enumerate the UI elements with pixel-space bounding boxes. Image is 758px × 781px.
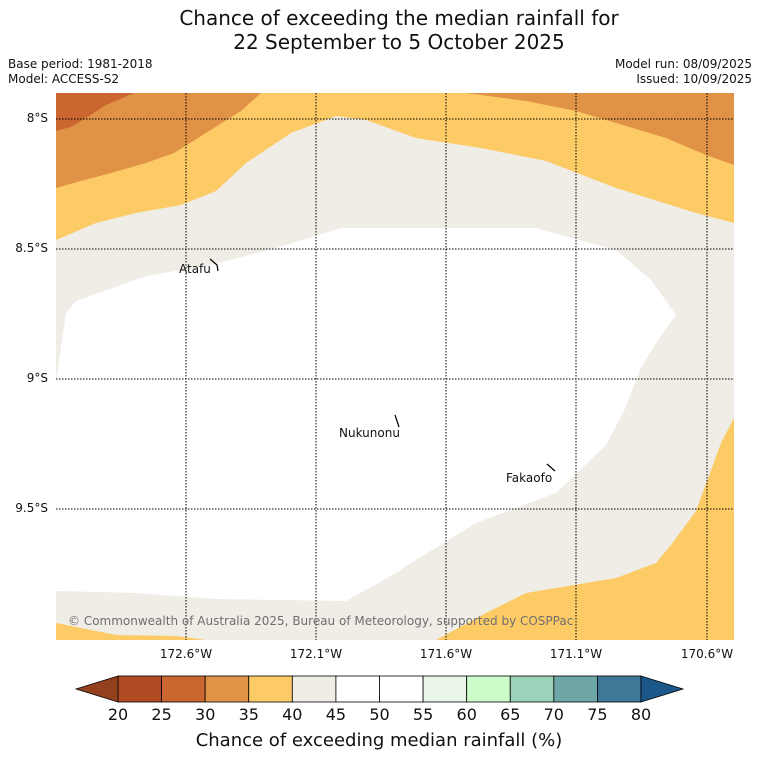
model-run: Model run: 08/09/2025 <box>614 57 752 71</box>
place-label-fakaofo: Fakaofo <box>506 471 553 485</box>
copyright-notice: © Commonwealth of Australia 2025, Bureau… <box>68 614 574 628</box>
lat-label-8s: 8°S <box>26 111 48 125</box>
probability-map <box>56 93 734 640</box>
atafu-coastline <box>209 258 219 272</box>
lon-label-172-6w: 172.6°W <box>159 647 213 661</box>
colorbar-tick-label: 75 <box>587 705 608 724</box>
lat-label-9-5s: 9.5°S <box>15 501 48 515</box>
colorbar-tick-label: 35 <box>238 705 259 724</box>
colorbar-tick-label: 30 <box>195 705 216 724</box>
zone-30-35-north-east <box>466 93 734 165</box>
place-label-atafu: Atafu <box>179 262 211 276</box>
lon-label-171-6w: 171.6°W <box>419 647 473 661</box>
colorbar-over-arrow <box>640 675 685 703</box>
colorbar-tick-label: 45 <box>325 705 347 724</box>
base-period: Base period: 1981-2018 <box>8 57 153 71</box>
lon-label-171-1w: 171.1°W <box>549 647 603 661</box>
map-title: Chance of exceeding the median rainfall … <box>0 6 758 54</box>
colorbar-tick-labels: 20 25 30 35 40 45 50 55 60 65 70 75 80 <box>0 705 758 725</box>
colorbar <box>74 675 685 703</box>
colorbar-cell <box>509 675 555 703</box>
colorbar-tick-label: 65 <box>500 705 521 724</box>
colorbar-tick-label: 70 <box>543 705 564 724</box>
colorbar-under-arrow <box>74 675 119 703</box>
colorbar-title: Chance of exceeding median rainfall (%) <box>195 730 563 751</box>
colorbar-cells <box>117 675 642 703</box>
meta-right: Model run: 08/09/2025 Issued: 10/09/2025 <box>615 57 752 87</box>
nukunonu-coastline <box>394 414 400 428</box>
zone-45-55 <box>56 228 676 601</box>
zone-30-35-north-west <box>56 93 261 188</box>
colorbar-cell <box>117 675 162 703</box>
colorbar-cell <box>291 675 337 703</box>
colorbar-tick-label: 80 <box>630 705 652 724</box>
zone-35-40-north <box>56 93 734 240</box>
map-frame <box>56 93 734 640</box>
zone-35-40-south-west <box>56 623 206 640</box>
issued-date: Issued: 10/09/2025 <box>636 72 752 86</box>
colorbar-cell <box>248 675 293 703</box>
colorbar-tick-label: 55 <box>412 705 434 724</box>
colorbar-cell <box>553 675 598 703</box>
colorbar-tick-label: 20 <box>107 705 129 724</box>
zone-25-30-north-west <box>56 93 134 131</box>
colorbar-cell <box>204 675 250 703</box>
lat-label-9s: 9°S <box>26 371 48 385</box>
colorbar-cell <box>161 675 206 703</box>
colorbar-cell <box>335 675 380 703</box>
lat-label-8-5s: 8.5°S <box>15 241 48 255</box>
colorbar-cell <box>597 675 642 703</box>
colorbar-cell <box>466 675 511 703</box>
colorbar-tick-label: 50 <box>369 705 390 724</box>
graticule <box>56 93 734 640</box>
lon-label-172-1w: 172.1°W <box>289 647 343 661</box>
zone-35-40-south-east <box>436 418 734 640</box>
lon-label-170-6w: 170.6°W <box>680 647 734 661</box>
colorbar-tick-label: 60 <box>456 705 477 724</box>
colorbar-tick-label: 25 <box>151 705 172 724</box>
model-name: Model: ACCESS-S2 <box>8 72 120 86</box>
title-line-1: Chance of exceeding the median rainfall … <box>179 6 619 30</box>
colorbar-cell <box>422 675 468 703</box>
colorbar-cell <box>379 675 424 703</box>
fakaofo-coastline <box>546 463 556 472</box>
colorbar-tick-label: 40 <box>282 705 303 724</box>
title-line-2: 22 September to 5 October 2025 <box>233 30 565 54</box>
place-label-nukunonu: Nukunonu <box>339 426 400 440</box>
meta-left: Base period: 1981-2018 Model: ACCESS-S2 <box>8 57 153 87</box>
